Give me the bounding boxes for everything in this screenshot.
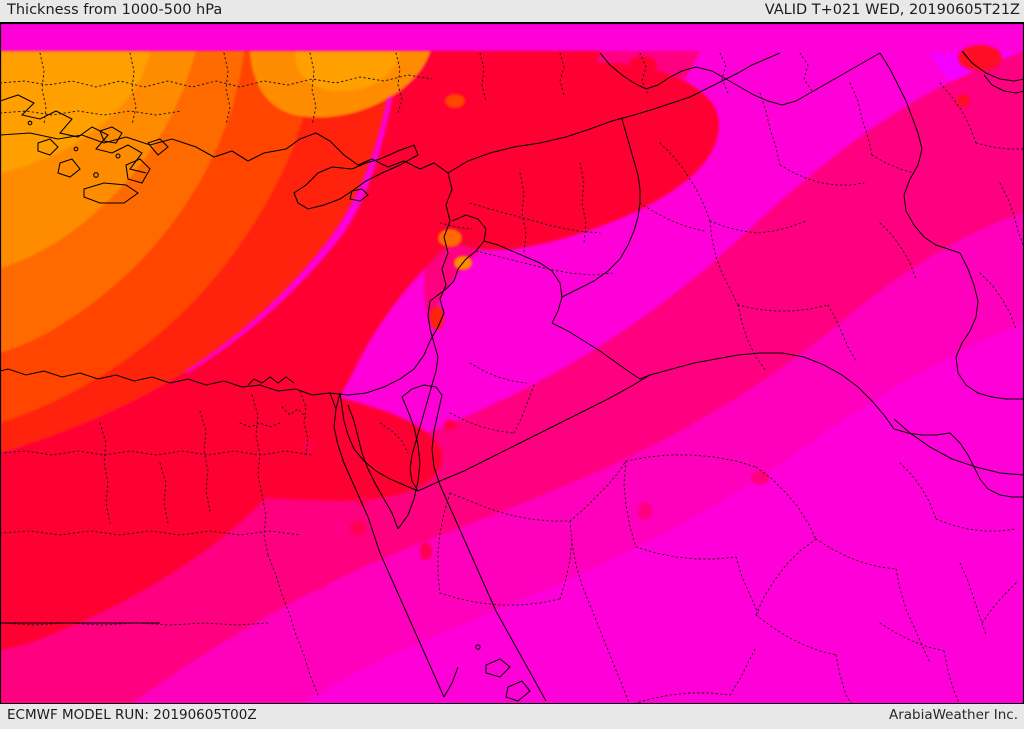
page-title: Thickness from 1000-500 hPa [7,2,223,18]
model-run-label: ECMWF MODEL RUN: 20190605T00Z [7,707,257,723]
valid-time-label: VALID T+021 WED, 20190605T21Z [764,2,1020,18]
thickness-contour-bands [0,51,1024,703]
forecast-map[interactable] [0,22,1024,704]
national-borders [0,52,1024,624]
internal-administrative-borders [0,52,1024,703]
coastlines [0,50,1024,702]
attribution-label: ArabiaWeather Inc. [888,707,1018,723]
local-extrema-blobs [302,45,1002,589]
thickness-contour-map [0,23,1024,703]
footer-bar: ECMWF MODEL RUN: 20190605T00Z ArabiaWeat… [0,704,1024,729]
header-bar: Thickness from 1000-500 hPa VALID T+021 … [0,0,1024,22]
